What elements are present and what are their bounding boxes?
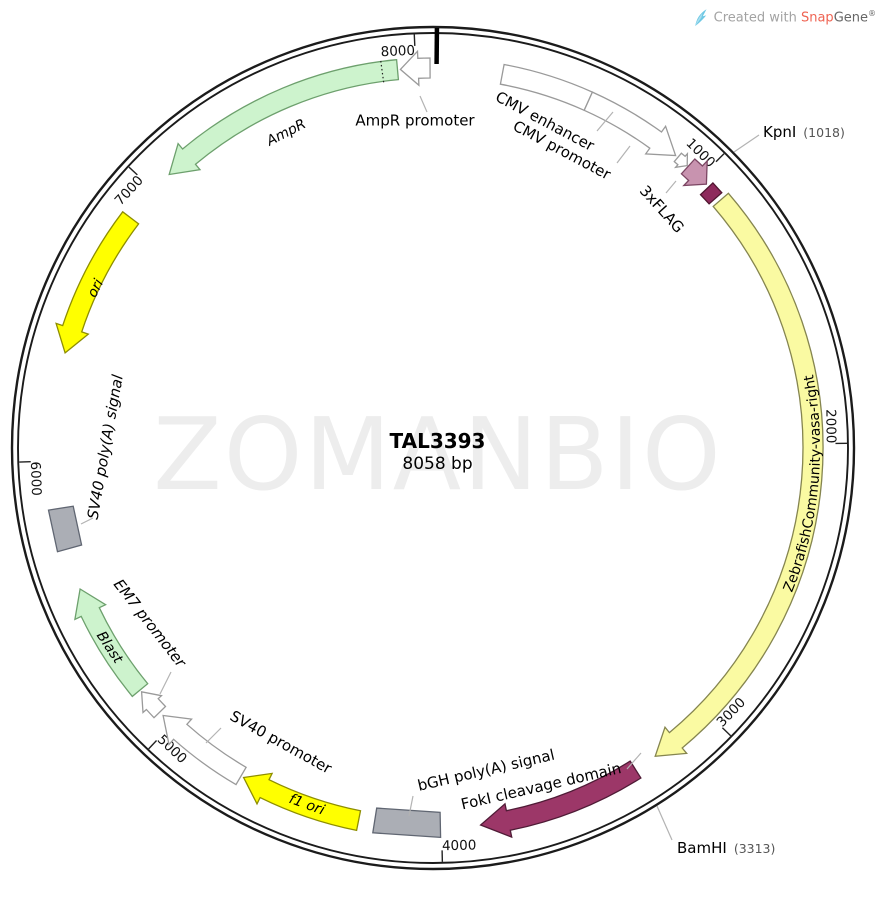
tick-mark-7000 (128, 166, 138, 176)
credit-text: Created with SnapGene® (713, 9, 876, 26)
leader-site-BamHI (656, 805, 673, 841)
tick-label-6000: 6000 (27, 461, 44, 496)
feature-ampr[interactable] (168, 58, 400, 176)
leader-ampr-promoter (419, 95, 428, 113)
feature-cmv-promoter[interactable] (583, 91, 677, 157)
leader-sv40-polya (80, 517, 94, 525)
site-label-KpnI[interactable]: KpnI (1018) (763, 123, 845, 141)
tick-mark-3000 (721, 727, 732, 737)
feature-small-arrow[interactable] (673, 151, 689, 169)
plasmid-title-block: TAL3393 8058 bp (0, 429, 875, 474)
snapgene-credit: Created with SnapGene® (692, 8, 876, 27)
snapgene-icon (694, 9, 707, 26)
leader-em7-promoter (159, 671, 172, 695)
plasmid-name: TAL3393 (389, 429, 486, 453)
leader-foki (626, 752, 642, 770)
leader-sv40-promoter (205, 727, 222, 744)
watermark: ZOMANBIO (153, 396, 723, 513)
feature-small-box[interactable] (699, 181, 723, 205)
leader-bgh-polya (408, 795, 414, 817)
tick-mark-8000 (413, 34, 416, 46)
site-label-BamHI[interactable]: BamHI (3313) (677, 839, 775, 857)
feature-label-flag-3x[interactable]: 3xFLAG (636, 182, 688, 237)
leader-cmv-promoter (616, 145, 631, 164)
feature-bgh-polya[interactable] (372, 807, 442, 839)
feature-ori[interactable] (55, 210, 140, 355)
feature-blast[interactable] (74, 587, 149, 698)
credit-brand-snap: Snap (800, 10, 834, 26)
feature-label-ampr[interactable]: AmpR (263, 116, 308, 150)
feature-sv40-promoter[interactable] (162, 714, 247, 786)
feature-vasa-right[interactable] (654, 192, 824, 758)
feature-foki[interactable] (479, 760, 642, 839)
feature-flag-3x[interactable] (680, 158, 708, 187)
tick-mark-1000 (715, 153, 725, 163)
leader-flag-3x (665, 180, 677, 194)
credit-brand-gene: Gene (833, 10, 868, 26)
backbone-ring-outer (10, 25, 856, 871)
backbone-ring-inner (17, 32, 849, 864)
tick-mark-5000 (148, 740, 158, 750)
feature-sv40-polya[interactable] (47, 505, 83, 553)
leader-cmv-enhancer (596, 111, 614, 132)
tick-label-8000: 8000 (380, 43, 415, 61)
feature-label-ori[interactable]: ori (85, 277, 108, 301)
feature-ampr-promoter[interactable] (399, 49, 431, 87)
tick-label-4000: 4000 (442, 837, 477, 854)
feature-f1-ori[interactable] (242, 772, 362, 832)
feature-em7-promoter[interactable] (140, 690, 167, 719)
feature-label-ampr-promoter[interactable]: AmpR promoter (355, 111, 475, 129)
tick-label-2000: 2000 (822, 409, 838, 444)
plasmid-size: 8058 bp (402, 454, 473, 474)
leader-site-KpnI (733, 134, 760, 153)
